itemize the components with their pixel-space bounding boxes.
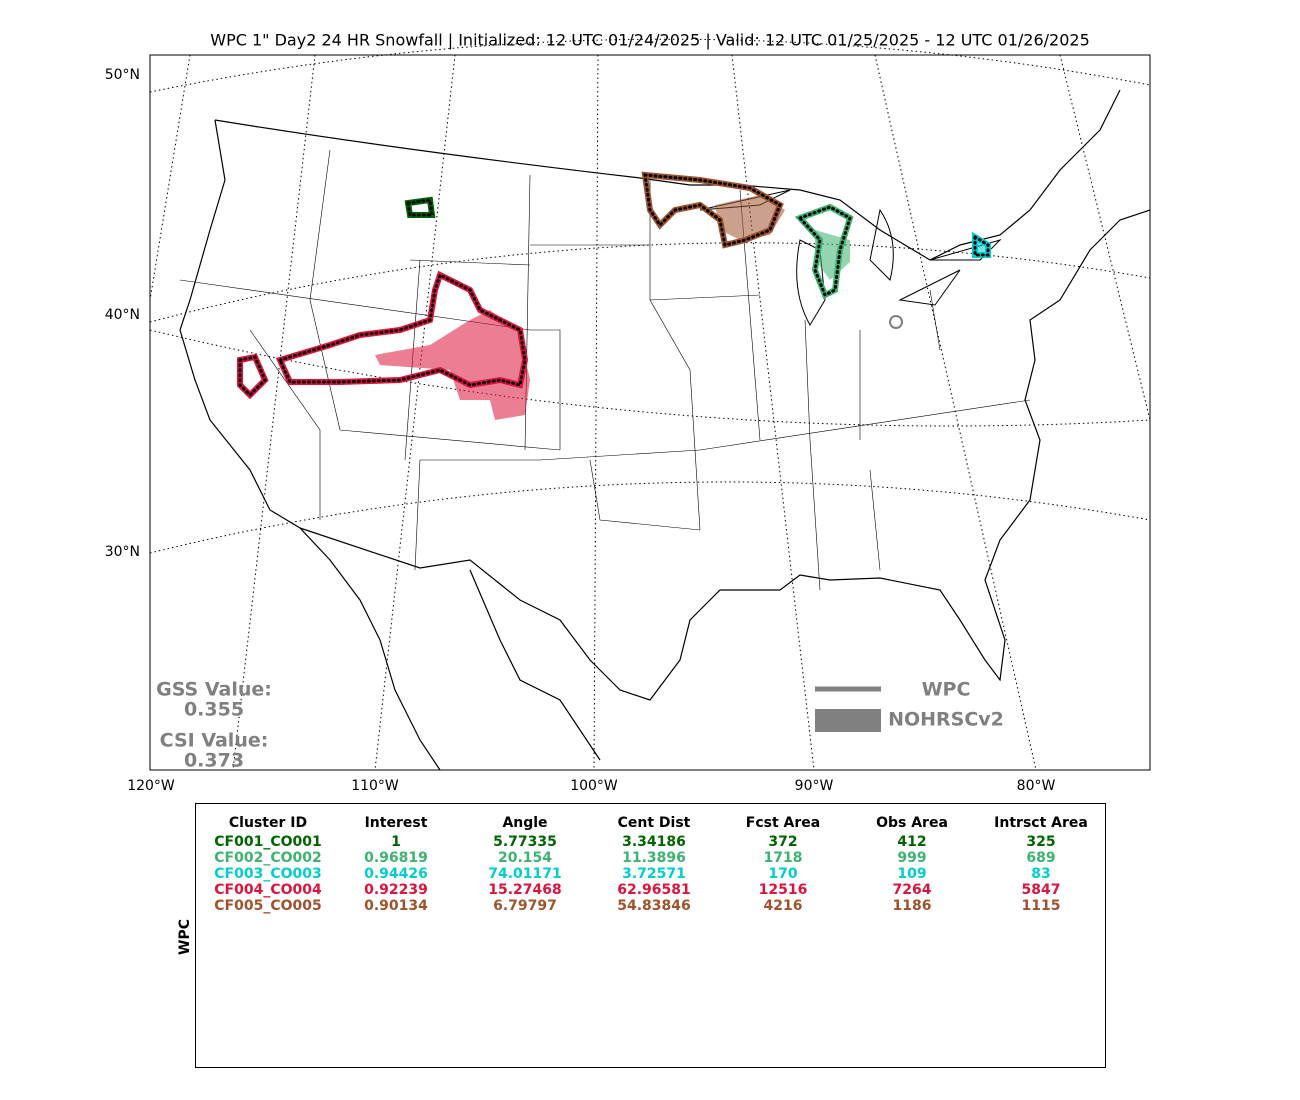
- table-cell: 0.90134: [364, 898, 428, 914]
- obs-area: [375, 310, 530, 420]
- coastline: [179, 119, 1151, 771]
- lon-label: 100°W: [570, 778, 618, 794]
- table-cell: 54.83846: [617, 898, 691, 914]
- border: [214, 89, 1121, 761]
- table-cell: 5.77335: [493, 834, 557, 850]
- table-cell: 372: [768, 834, 797, 850]
- table-cell: 12516: [759, 882, 808, 898]
- lat-label: 50°N: [105, 67, 140, 83]
- table-cell: 325: [1026, 834, 1055, 850]
- table-cell: 15.27468: [488, 882, 562, 898]
- table-header: Cent Dist: [618, 815, 691, 831]
- table-cell: 1115: [1022, 898, 1061, 914]
- table-header: Intrsct Area: [994, 815, 1088, 831]
- table-cell: 3.72571: [622, 866, 686, 882]
- table-header: Obs Area: [876, 815, 948, 831]
- table-cell: CF003_CO003: [214, 866, 321, 882]
- table: WPC Cluster ID Interest Angle Cent Dist Fcst…: [177, 803, 1106, 1068]
- table-cell: CF005_CO005: [214, 898, 321, 914]
- table-cell: 412: [897, 834, 926, 850]
- table-cell: 170: [768, 866, 797, 882]
- fcst-outline: [238, 272, 527, 398]
- table-cell: 0.96819: [364, 850, 428, 866]
- table-cell: 689: [1026, 850, 1055, 866]
- table-cell: 7264: [893, 882, 932, 898]
- lon-label: 110°W: [351, 778, 399, 794]
- table-frame: [195, 803, 1106, 1068]
- lat-label: 30°N: [105, 544, 140, 560]
- fcst-outline: [973, 234, 990, 257]
- table-cell: 3.34186: [622, 834, 686, 850]
- table-header: Angle: [502, 815, 547, 831]
- table-cell: CF001_CO001: [214, 834, 321, 850]
- gss-value: 0.355: [184, 699, 244, 721]
- clusters: [237, 171, 991, 420]
- table-cell: 0.94426: [364, 866, 428, 882]
- table-cell: 74.01171: [488, 866, 562, 882]
- gss-label: GSS Value:: [156, 679, 272, 701]
- table-cell: 1: [391, 834, 401, 850]
- table-cell: CF004_CO004: [214, 882, 322, 898]
- legend-label: NOHRSCv2: [888, 709, 1004, 731]
- state-lines: [179, 149, 1031, 591]
- table-cell: 109: [897, 866, 926, 882]
- table-header: Interest: [365, 815, 428, 831]
- fcst-outline: [797, 205, 852, 298]
- map-frame: [149, 54, 1151, 771]
- table-cell: 62.96581: [617, 882, 691, 898]
- fcst-outline: [406, 198, 434, 217]
- lon-label: 90°W: [795, 778, 834, 794]
- table-cell: 20.154: [498, 850, 552, 866]
- unmatched-outline: [889, 315, 903, 329]
- map: 50°N 40°N 30°N 120°W 110°W 100°W 90°W 80…: [105, 38, 1151, 794]
- table-cell: 999: [897, 850, 926, 866]
- table-side-label: WPC: [177, 919, 193, 955]
- title: WPC 1" Day2 24 HR Snowfall | Initialized…: [210, 31, 1090, 50]
- great-lakes: [699, 189, 1002, 326]
- csi-label: CSI Value:: [160, 730, 269, 752]
- table-cell: 1186: [893, 898, 932, 914]
- table-cell: 4216: [764, 898, 803, 914]
- table-header: Cluster ID: [229, 815, 307, 831]
- legend-swatch: [815, 709, 881, 732]
- table-cell: 1718: [764, 850, 803, 866]
- table-cell: 6.79797: [493, 898, 557, 914]
- table-cell: 11.3896: [622, 850, 686, 866]
- lon-label: 120°W: [127, 778, 175, 794]
- table-cell: 5847: [1022, 882, 1061, 898]
- table-cell: 83: [1031, 866, 1050, 882]
- legend-label: WPC: [922, 679, 971, 701]
- table-header: Fcst Area: [746, 815, 820, 831]
- table-cell: 0.92239: [364, 882, 428, 898]
- lon-label: 80°W: [1017, 778, 1056, 794]
- fcst-outline: [643, 173, 782, 247]
- table-cell: CF002_CO002: [214, 850, 321, 866]
- csi-value: 0.373: [184, 750, 244, 772]
- lat-label: 40°N: [105, 307, 140, 323]
